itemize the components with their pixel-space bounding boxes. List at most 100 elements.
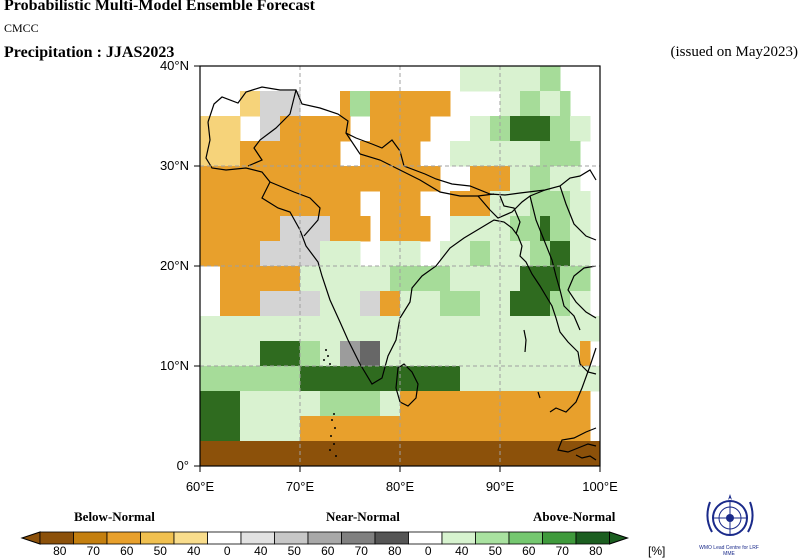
probability-cell xyxy=(410,291,421,317)
probability-cell xyxy=(470,191,481,217)
probability-cell xyxy=(340,441,351,467)
probability-cell xyxy=(270,241,281,267)
probability-cell xyxy=(560,116,571,142)
probability-cell xyxy=(310,141,321,167)
probability-cell xyxy=(340,116,351,142)
probability-cell xyxy=(270,391,281,417)
probability-cell xyxy=(520,391,531,417)
probability-cell xyxy=(430,341,441,367)
probability-cell xyxy=(310,216,321,242)
probability-cell xyxy=(540,241,551,267)
probability-cell xyxy=(500,441,511,467)
probability-cell xyxy=(420,116,431,142)
probability-cell xyxy=(220,191,231,217)
probability-cell xyxy=(340,366,351,392)
probability-cell xyxy=(510,91,521,117)
probability-cell xyxy=(530,441,541,467)
probability-cell xyxy=(400,216,411,242)
probability-cell xyxy=(310,266,321,292)
probability-cell xyxy=(400,441,411,467)
probability-cell xyxy=(580,441,591,467)
probability-cell xyxy=(440,316,451,342)
probability-cell xyxy=(350,391,361,417)
probability-cell xyxy=(410,266,421,292)
probability-cell xyxy=(450,291,461,317)
probability-cell xyxy=(320,366,331,392)
probability-cell xyxy=(460,141,471,167)
probability-cell xyxy=(580,316,591,342)
probability-cell xyxy=(280,116,291,142)
probability-cell xyxy=(460,266,471,292)
probability-cell xyxy=(380,191,391,217)
probability-cell xyxy=(330,341,341,367)
probability-cell xyxy=(340,241,351,267)
probability-cell xyxy=(530,316,541,342)
probability-cell xyxy=(420,91,431,117)
probability-cell xyxy=(410,216,421,242)
probability-cell xyxy=(380,166,391,192)
probability-cell xyxy=(500,266,511,292)
probability-cell xyxy=(520,266,531,292)
probability-cell xyxy=(210,141,221,167)
probability-cell xyxy=(250,316,261,342)
probability-cell xyxy=(530,391,541,417)
probability-cell xyxy=(570,391,581,417)
probability-cell xyxy=(410,391,421,417)
probability-cell xyxy=(400,116,411,142)
probability-cell xyxy=(210,216,221,242)
lakshadweep-maldives-dots xyxy=(323,349,337,457)
probability-cell xyxy=(470,391,481,417)
legend-unit: [%] xyxy=(648,544,666,558)
probability-cell xyxy=(220,216,231,242)
probability-cell xyxy=(240,266,251,292)
probability-cell xyxy=(420,291,431,317)
probability-cell xyxy=(230,416,241,442)
probability-cell xyxy=(580,241,591,267)
probability-cell xyxy=(420,166,431,192)
probability-cell xyxy=(420,216,431,242)
probability-cell xyxy=(520,291,531,317)
probability-cell xyxy=(380,366,391,392)
model-name: CMCC xyxy=(4,21,39,35)
probability-cell xyxy=(490,141,501,167)
probability-cell xyxy=(560,91,571,117)
probability-cell xyxy=(530,166,541,192)
probability-cell xyxy=(240,441,251,467)
probability-cell xyxy=(390,216,401,242)
probability-cell xyxy=(340,166,351,192)
probability-cell xyxy=(530,341,541,367)
probability-cell xyxy=(250,416,261,442)
probability-cell xyxy=(470,266,481,292)
probability-cell xyxy=(570,341,581,367)
probability-cell xyxy=(210,316,221,342)
probability-cell xyxy=(220,266,231,292)
wmo-emblem-icon xyxy=(706,494,754,536)
probability-cell xyxy=(210,341,221,367)
probability-cell xyxy=(350,266,361,292)
probability-cell xyxy=(420,391,431,417)
probability-cell xyxy=(200,441,211,467)
probability-cell xyxy=(470,141,481,167)
probability-cell xyxy=(560,416,571,442)
probability-cell xyxy=(530,116,541,142)
probability-cell xyxy=(530,291,541,317)
probability-cell xyxy=(430,291,441,317)
probability-cell xyxy=(370,291,381,317)
probability-cell xyxy=(490,191,501,217)
probability-cell xyxy=(290,416,301,442)
legend-below-normal: Below-Normal xyxy=(74,509,155,524)
probability-cell xyxy=(400,166,411,192)
probability-cell xyxy=(550,366,561,392)
probability-cell xyxy=(290,216,301,242)
colorbar-label: 40 xyxy=(455,544,469,558)
probability-cell xyxy=(270,216,281,242)
probability-cell xyxy=(560,266,571,292)
island-dot xyxy=(325,349,327,351)
probability-cell xyxy=(550,166,561,192)
probability-cell xyxy=(240,391,251,417)
probability-cell xyxy=(510,391,521,417)
probability-cell xyxy=(590,316,601,342)
probability-cell xyxy=(340,391,351,417)
probability-cell xyxy=(380,316,391,342)
probability-cell xyxy=(300,416,311,442)
